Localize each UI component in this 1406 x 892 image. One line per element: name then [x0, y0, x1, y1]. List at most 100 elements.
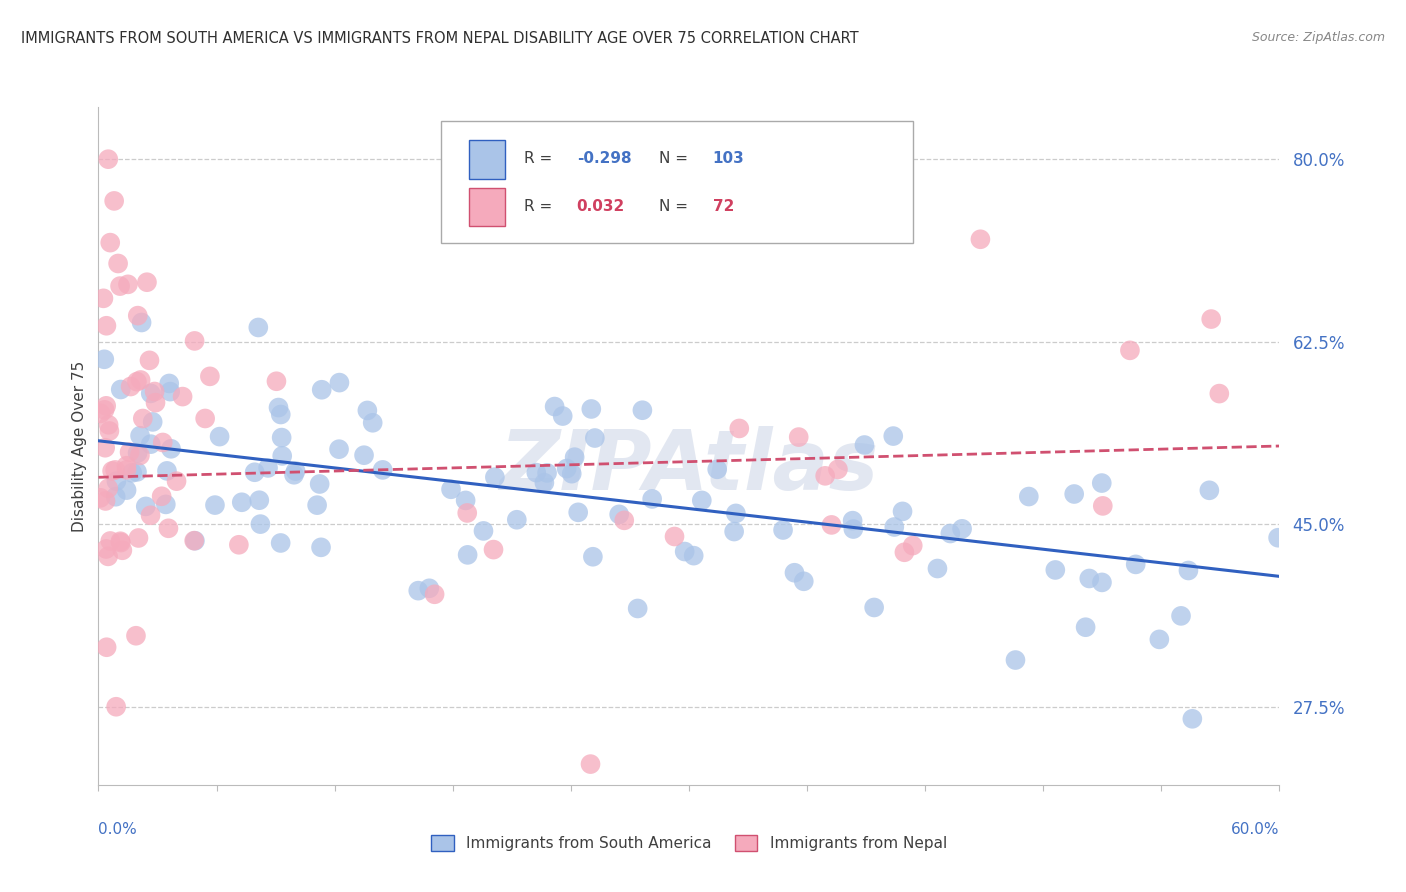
Point — [125, 375, 148, 389]
Point — [307, 498, 329, 512]
Point — [136, 275, 159, 289]
Point — [1045, 563, 1067, 577]
Point — [827, 462, 849, 476]
Text: -0.298: -0.298 — [576, 151, 631, 166]
Point — [308, 477, 330, 491]
Text: 103: 103 — [713, 151, 744, 166]
Point — [266, 374, 288, 388]
Point — [533, 475, 555, 490]
Point — [1177, 564, 1199, 578]
Point — [127, 446, 149, 460]
Point — [723, 524, 745, 539]
Point — [690, 493, 713, 508]
Point — [283, 467, 305, 482]
Point — [440, 483, 463, 497]
Point — [1125, 558, 1147, 572]
FancyBboxPatch shape — [441, 120, 914, 243]
Point — [96, 640, 118, 655]
Point — [582, 549, 605, 564]
Point — [105, 474, 128, 488]
Point — [853, 438, 876, 452]
Point — [309, 541, 332, 555]
Point — [194, 411, 217, 425]
Point — [247, 493, 270, 508]
Point — [143, 384, 166, 399]
Point — [129, 373, 152, 387]
Point — [284, 464, 307, 478]
Point — [484, 470, 506, 484]
Point — [1074, 620, 1097, 634]
Point — [135, 500, 157, 514]
Text: 72: 72 — [713, 199, 734, 213]
Point — [257, 461, 280, 475]
Point — [1091, 575, 1114, 590]
Point — [120, 379, 142, 393]
Point — [96, 541, 118, 556]
Point — [183, 334, 205, 348]
Point — [98, 235, 121, 250]
Point — [138, 353, 160, 368]
Point — [131, 316, 153, 330]
Point — [115, 463, 138, 477]
Point — [664, 529, 686, 543]
Point — [157, 376, 180, 391]
Point — [1208, 386, 1230, 401]
Point — [111, 543, 134, 558]
Point — [814, 468, 837, 483]
Point — [96, 399, 118, 413]
Point — [139, 437, 162, 451]
Point — [121, 466, 143, 480]
Point — [110, 535, 132, 549]
Point — [772, 523, 794, 537]
Point — [423, 587, 446, 601]
Point — [129, 449, 152, 463]
Point — [536, 466, 558, 480]
Point — [524, 466, 547, 480]
Point — [820, 517, 842, 532]
Point — [208, 429, 231, 443]
Point — [160, 442, 183, 456]
Point — [125, 629, 148, 643]
Point — [891, 504, 914, 518]
Text: 60.0%: 60.0% — [1232, 822, 1279, 838]
Point — [567, 505, 589, 519]
Point — [1198, 483, 1220, 498]
Point — [97, 549, 120, 564]
Point — [1004, 653, 1026, 667]
Point — [939, 526, 962, 541]
Point — [581, 401, 603, 416]
Point — [89, 491, 111, 505]
Point — [97, 152, 120, 166]
Point — [555, 461, 578, 475]
Point — [155, 497, 177, 511]
Point — [627, 601, 650, 615]
Y-axis label: Disability Age Over 75: Disability Age Over 75 — [72, 360, 87, 532]
Point — [129, 428, 152, 442]
Point — [184, 533, 207, 548]
Point — [98, 424, 121, 438]
Point — [105, 699, 128, 714]
Point — [418, 582, 440, 596]
Point — [204, 498, 226, 512]
Point — [454, 493, 477, 508]
Point — [841, 514, 863, 528]
Text: R =: R = — [523, 199, 557, 213]
Point — [93, 402, 115, 417]
Text: ZIPAtlas: ZIPAtlas — [499, 425, 879, 507]
Point — [793, 574, 815, 589]
Point — [96, 318, 118, 333]
Text: N =: N = — [659, 199, 693, 213]
Point — [551, 409, 574, 423]
Point — [142, 415, 165, 429]
Text: N =: N = — [659, 151, 693, 166]
Point — [1119, 343, 1142, 358]
Point — [1199, 312, 1222, 326]
Point — [641, 491, 664, 506]
Point — [145, 395, 167, 409]
Point — [1181, 712, 1204, 726]
Point — [127, 309, 149, 323]
Point — [103, 194, 125, 208]
Point — [673, 544, 696, 558]
Point — [104, 463, 127, 477]
Point — [97, 481, 120, 495]
